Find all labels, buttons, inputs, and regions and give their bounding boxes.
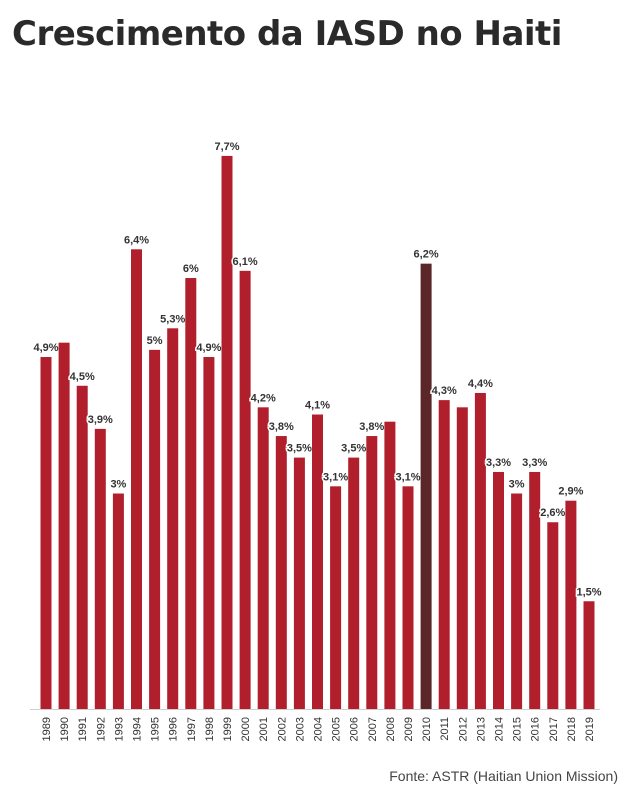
bar-2017 (547, 522, 559, 709)
x-tick-2012: 2012 (457, 717, 469, 741)
x-tick-1994: 1994 (132, 717, 144, 741)
data-label-2015: 3% (509, 479, 525, 491)
x-tick-2004: 2004 (313, 717, 325, 741)
data-label-1993: 3% (110, 479, 126, 491)
x-tick-1996: 1996 (168, 717, 180, 741)
data-label-2003: 3,5% (287, 443, 312, 455)
x-tick-2002: 2002 (276, 717, 288, 741)
data-label-2005: 3,1% (323, 471, 348, 483)
data-label-2018: 2,9% (558, 486, 583, 498)
x-tick-2015: 2015 (512, 717, 524, 741)
x-tick-2000: 2000 (240, 717, 252, 741)
bar-1994 (131, 249, 142, 710)
bar-2003 (293, 457, 305, 709)
data-label-1996: 5,3% (160, 313, 185, 325)
x-tick-1995: 1995 (150, 717, 162, 741)
data-label-2017: 2,6% (540, 507, 565, 519)
x-tick-2001: 2001 (258, 717, 270, 741)
x-tick-2003: 2003 (294, 717, 306, 741)
x-tick-2014: 2014 (494, 717, 506, 741)
data-label-2016: 3,3% (522, 457, 547, 469)
bar-2002 (275, 436, 287, 709)
bar-2005 (330, 486, 342, 709)
x-tick-1990: 1990 (59, 717, 71, 741)
bar-2000 (239, 270, 251, 709)
data-label-2010: 6,2% (414, 249, 439, 261)
bar-1993 (112, 493, 124, 709)
bar-2012 (456, 407, 468, 709)
data-label-2014: 3,3% (486, 457, 511, 469)
x-tick-2006: 2006 (349, 717, 361, 741)
x-tick-2019: 2019 (584, 717, 596, 741)
data-label-2001: 4,2% (251, 392, 276, 404)
bar-2011 (438, 400, 450, 709)
data-label-1992: 3,9% (88, 414, 113, 426)
bar-1989 (40, 357, 52, 709)
data-label-2004: 4,1% (305, 400, 330, 412)
data-label-2006: 3,5% (341, 443, 366, 455)
bar-1991 (76, 385, 88, 709)
bar-2007 (366, 436, 378, 709)
x-tick-1993: 1993 (113, 717, 125, 741)
data-label-1997: 6% (183, 263, 199, 275)
source-note: Fonte: ASTR (Haitian Union Mission) (389, 768, 618, 784)
data-label-1995: 5% (147, 335, 163, 347)
bar-2006 (348, 457, 360, 709)
data-label-1989: 4,9% (33, 342, 58, 354)
x-tick-2011: 2011 (439, 717, 451, 741)
bar-2014 (493, 471, 504, 709)
bar-1996 (167, 328, 179, 709)
x-tick-2013: 2013 (475, 717, 487, 741)
bar-2013 (474, 392, 486, 709)
x-tick-2017: 2017 (548, 717, 560, 741)
x-tick-1998: 1998 (204, 717, 216, 741)
bar-1997 (185, 278, 197, 709)
data-label-2002: 3,8% (269, 421, 294, 433)
data-label-1994: 6,4% (124, 234, 149, 246)
bar-1992 (94, 428, 106, 709)
x-tick-1999: 1999 (222, 717, 234, 741)
data-label-2007: 3,8% (359, 421, 384, 433)
bar-2009 (402, 486, 414, 709)
x-tick-1991: 1991 (77, 717, 89, 741)
bar-2004 (312, 414, 323, 709)
data-label-1998: 4,9% (196, 342, 221, 354)
bar-1998 (203, 357, 215, 709)
x-tick-2005: 2005 (331, 717, 343, 741)
x-tick-1992: 1992 (95, 717, 107, 741)
x-tick-2016: 2016 (530, 717, 542, 741)
bar-2015 (511, 493, 523, 709)
data-label-2019: 1,5% (576, 586, 601, 598)
data-label-2000: 6,1% (233, 256, 258, 268)
bar-2018 (565, 500, 577, 709)
chart-title: Crescimento da IASD no Haiti (12, 14, 562, 54)
bar-1999 (221, 155, 233, 710)
bar-2016 (529, 471, 541, 709)
x-tick-2009: 2009 (403, 717, 415, 741)
bar-1990 (58, 342, 70, 709)
data-label-2011: 4,3% (432, 385, 457, 397)
x-tick-1989: 1989 (41, 717, 53, 741)
x-tick-2018: 2018 (566, 717, 578, 741)
bar-2001 (257, 407, 269, 709)
data-label-1999: 7,7% (214, 141, 239, 153)
x-tick-2007: 2007 (367, 717, 379, 741)
bar-2019 (583, 601, 595, 709)
bar-2010 (420, 263, 432, 709)
data-label-1991: 4,5% (70, 371, 95, 383)
x-tick-1997: 1997 (186, 717, 198, 741)
bar-2008 (384, 421, 396, 709)
bar-1995 (149, 349, 161, 709)
data-label-2009: 3,1% (395, 471, 420, 483)
data-label-2013: 4,4% (468, 378, 493, 390)
x-tick-2010: 2010 (421, 717, 433, 741)
x-tick-2008: 2008 (385, 717, 397, 741)
